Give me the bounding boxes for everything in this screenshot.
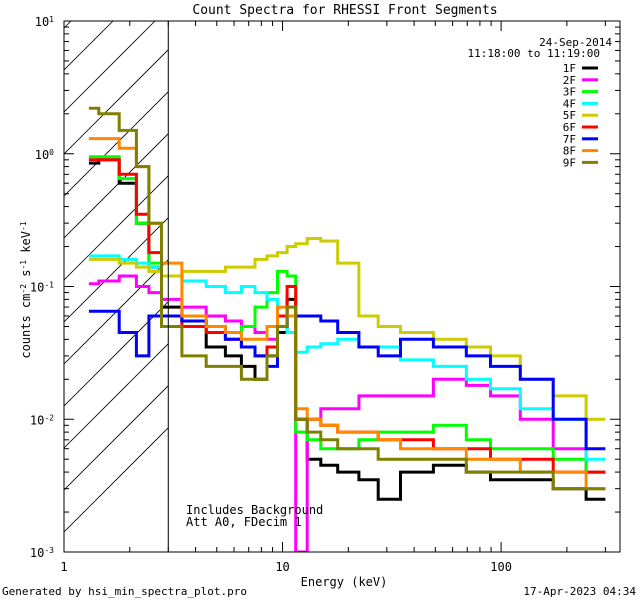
hatch-line bbox=[64, 259, 169, 365]
y-tick-label: 100 bbox=[35, 147, 54, 162]
series-line-3F bbox=[88, 155, 606, 474]
excluded-region-hatch bbox=[64, 21, 169, 533]
time-range-label: 11:18:00 to 11:19:00 bbox=[468, 47, 600, 60]
series-line-4F bbox=[88, 254, 606, 461]
hatch-line bbox=[64, 343, 169, 449]
hatch-line bbox=[64, 301, 169, 407]
legend-label-3F: 3F bbox=[563, 86, 576, 99]
x-tick-label: 10 bbox=[275, 560, 289, 574]
legend-label-2F: 2F bbox=[563, 74, 576, 87]
legend-label-4F: 4F bbox=[563, 97, 576, 110]
chart-title: Count Spectra for RHESSI Front Segments bbox=[192, 3, 497, 18]
hatch-line bbox=[64, 175, 169, 281]
legend-label-8F: 8F bbox=[563, 145, 576, 158]
y-tick-label: 10-1 bbox=[30, 280, 54, 295]
x-tick-label: 1 bbox=[60, 560, 67, 574]
series-line-7F bbox=[88, 309, 606, 451]
legend-label-1F: 1F bbox=[563, 62, 576, 75]
hatch-line bbox=[64, 133, 169, 239]
y-tick-label: 10-3 bbox=[30, 546, 54, 561]
x-tick-label: 100 bbox=[490, 560, 512, 574]
legend-label-9F: 9F bbox=[563, 156, 576, 169]
hatch-line bbox=[64, 91, 169, 197]
axes-layer: 1 10 100 10-3 10-2 10-1 100 101 bbox=[30, 15, 620, 574]
legend-label-7F: 7F bbox=[563, 133, 576, 146]
x-axis-label: Energy (keV) bbox=[301, 575, 388, 589]
legend-label-6F: 6F bbox=[563, 121, 576, 134]
y-axis-label: counts cm-2 s-1 keV-1 bbox=[19, 221, 34, 358]
hatch-line bbox=[64, 385, 169, 491]
footer-timestamp: 17-Apr-2023 04:34 bbox=[523, 585, 636, 598]
date-label: 24-Sep-2014 bbox=[539, 36, 612, 49]
annotation-background: Includes Background bbox=[186, 503, 323, 517]
footer-generated-by: Generated by hsi_min_spectra_plot.pro bbox=[2, 585, 247, 598]
legend-label-5F: 5F bbox=[563, 109, 576, 122]
y-axis-label-group: counts cm-2 s-1 keV-1 bbox=[19, 221, 34, 358]
hatch-line bbox=[64, 217, 169, 323]
hatch-line bbox=[64, 427, 169, 533]
series-line-8F bbox=[88, 137, 606, 491]
annotation-attenuator: Att A0, FDecim 1 bbox=[186, 515, 302, 529]
series-line-9F bbox=[88, 106, 606, 491]
series-layer bbox=[88, 106, 606, 552]
y-tick-label: 10-2 bbox=[30, 413, 54, 428]
series-line-5F bbox=[88, 237, 606, 421]
hatch-line bbox=[64, 49, 169, 155]
y-tick-label: 101 bbox=[35, 15, 54, 30]
